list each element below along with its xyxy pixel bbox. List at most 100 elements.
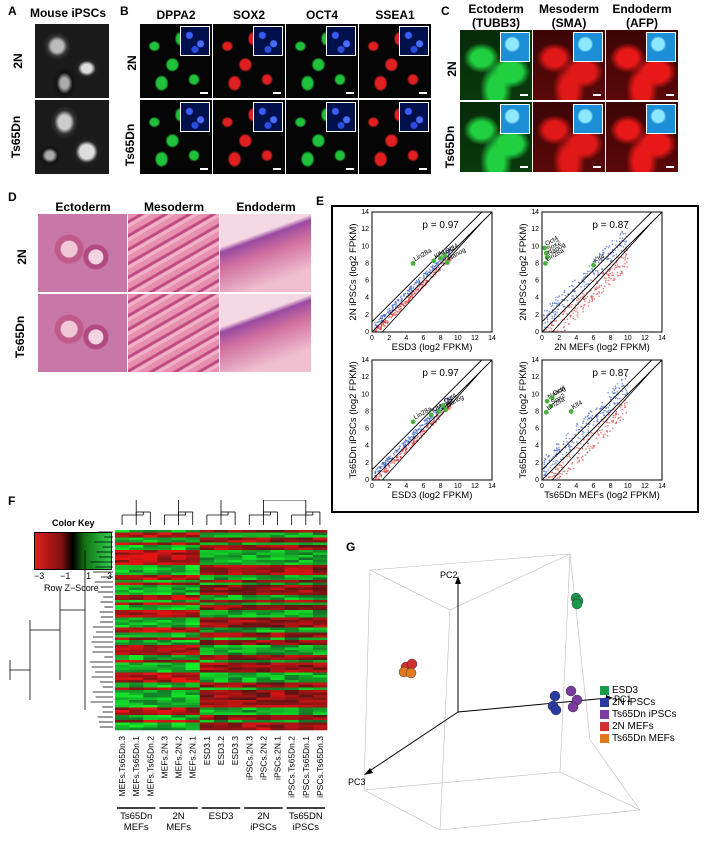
data-point: [425, 270, 428, 273]
heatmap-cell: [143, 652, 158, 656]
heatmap-cell: [171, 660, 186, 663]
panel-a-title: Mouse iPSCs: [29, 6, 107, 20]
data-point: [619, 266, 621, 268]
heatmap-svg: MEFs.Ts65Dn.3 MEFs.Ts65Dn.1 MEFs.Ts65Dn.2 M…: [9, 500, 328, 833]
panel-b-col-oct4: OCT4: [305, 8, 338, 22]
heatmap-cell: [312, 532, 328, 536]
data-point: [585, 297, 587, 300]
heatmap-cell: [284, 695, 300, 698]
heatmap-cell: [256, 697, 271, 701]
heatmap-cell: [298, 712, 314, 716]
data-point: [378, 320, 381, 323]
data-point: [614, 416, 617, 419]
data-point: [422, 430, 425, 432]
data-point: [614, 385, 617, 387]
heatmap-cell: [270, 580, 285, 583]
heatmap-cell: [256, 630, 271, 633]
data-point: [615, 253, 618, 256]
data-point: [602, 271, 605, 274]
heatmap-cell: [185, 585, 201, 588]
data-point: [603, 410, 605, 412]
heatmap-cell: [270, 665, 285, 668]
data-point: [561, 473, 563, 475]
heatmap-cell: [284, 692, 300, 696]
heatmap-cell: [115, 612, 130, 616]
data-point: [393, 451, 396, 453]
data-point: [604, 281, 607, 284]
x-tick-label: 6: [421, 335, 425, 342]
heatmap-cell: [298, 660, 314, 663]
data-point: [551, 304, 554, 307]
heatmap-column-label: iPSCs.2N.1: [273, 736, 283, 780]
heatmap-cell: [298, 717, 314, 721]
data-point: [412, 436, 414, 438]
data-point: [417, 278, 420, 281]
x-axis-label: ESD3 (log2 FPKM): [392, 342, 473, 353]
scale-bar: [346, 168, 354, 170]
heatmap-cell: [171, 565, 186, 568]
heatmap-cell: [129, 662, 144, 666]
heatmap-cell: [199, 727, 215, 731]
heatmap-cell: [256, 580, 271, 583]
heatmap-cell: [157, 562, 172, 566]
data-point: [617, 275, 620, 277]
heatmap-cell: [312, 727, 328, 731]
data-point: [616, 263, 619, 266]
heatmap-cell: [143, 682, 158, 686]
data-point: [407, 300, 410, 302]
heatmap-cell: [115, 667, 130, 671]
group-label: 2N: [173, 811, 185, 822]
heatmap-cell: [312, 627, 328, 631]
heatmap-cell: [171, 630, 186, 633]
heatmap-cell: [157, 715, 172, 718]
heatmap-cell: [228, 555, 243, 558]
heatmap-cell: [143, 617, 158, 621]
data-point: [384, 468, 386, 470]
heatmap-cell: [298, 642, 314, 646]
heatmap-cell: [242, 537, 257, 541]
data-point: [554, 310, 556, 313]
pca-point-esd3: [571, 598, 583, 610]
data-point: [436, 264, 439, 266]
heatmap-cell: [129, 607, 144, 611]
pc3-label: PC3: [348, 777, 366, 787]
heatmap-cell: [213, 727, 229, 731]
heatmap-cell: [213, 572, 229, 576]
scale-bar: [346, 92, 354, 94]
heatmap-cell: [143, 595, 158, 598]
data-point: [621, 379, 623, 381]
heatmap-cell: [284, 727, 300, 731]
data-point: [564, 329, 566, 332]
data-point: [598, 295, 600, 298]
heatmap-cell: [242, 567, 257, 571]
data-point: [559, 475, 561, 478]
heatmap-cell: [270, 600, 285, 603]
heatmap-cell: [171, 622, 186, 626]
data-point: [445, 398, 447, 401]
data-point: [578, 459, 581, 462]
heatmap-cell: [185, 635, 201, 638]
data-point: [399, 457, 402, 459]
heatmap-cell: [242, 577, 257, 581]
data-point: [419, 424, 421, 427]
heatmap-cell: [129, 702, 144, 706]
heatmap-cell: [228, 570, 243, 573]
data-point: [570, 306, 573, 308]
data-point: [549, 466, 552, 469]
heatmap-cell: [256, 725, 271, 728]
heatmap-cell: [256, 660, 271, 663]
reference-line: [551, 369, 653, 481]
heatmap-column-label: iPSCs.2N.2: [258, 736, 268, 780]
heatmap-cell: [199, 722, 215, 726]
heatmap-cell: [284, 530, 300, 533]
heatmap-cell: [199, 635, 215, 638]
heatmap-cell: [298, 590, 314, 593]
data-point: [577, 457, 579, 459]
data-point: [582, 435, 584, 437]
heatmap-cell: [256, 622, 271, 626]
heatmap-cell: [157, 685, 172, 688]
heatmap-cell: [312, 582, 328, 586]
heatmap-cell: [143, 687, 158, 691]
data-point: [621, 408, 624, 411]
heatmap-cell: [185, 555, 201, 558]
